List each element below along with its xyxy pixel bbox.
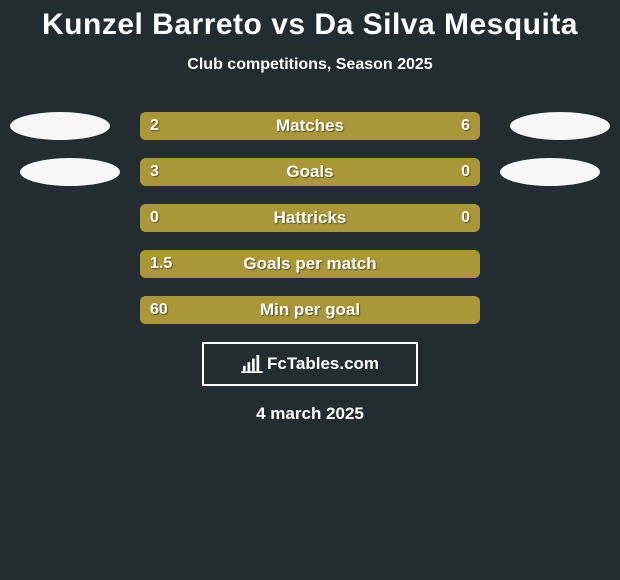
stat-row: 3 0 Goals [0, 158, 620, 186]
stats-container: 2 6 Matches 3 0 Goals 0 0 Hattricks 1.5 … [0, 112, 620, 324]
stat-label: Goals [140, 158, 480, 186]
bars-icon [241, 355, 263, 373]
stat-label: Min per goal [140, 296, 480, 324]
player-left-oval [10, 112, 110, 140]
player-left-oval [20, 158, 120, 186]
stat-row: 0 0 Hattricks [0, 204, 620, 232]
stat-label: Hattricks [140, 204, 480, 232]
player-right-oval [510, 112, 610, 140]
stat-row: 60 Min per goal [0, 296, 620, 324]
branding-text: FcTables.com [267, 354, 379, 374]
date-label: 4 march 2025 [0, 404, 620, 424]
page-title: Kunzel Barreto vs Da Silva Mesquita [0, 0, 620, 42]
branding-box: FcTables.com [202, 342, 418, 386]
page-subtitle: Club competitions, Season 2025 [0, 56, 620, 74]
stat-row: 2 6 Matches [0, 112, 620, 140]
stat-row: 1.5 Goals per match [0, 250, 620, 278]
player-right-oval [500, 158, 600, 186]
stat-label: Matches [140, 112, 480, 140]
stat-label: Goals per match [140, 250, 480, 278]
